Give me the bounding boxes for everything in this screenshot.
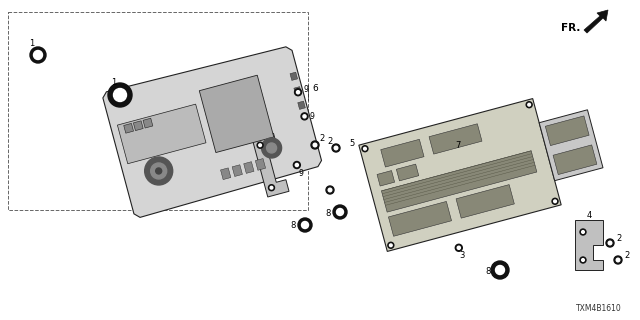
Polygon shape — [359, 99, 561, 252]
Circle shape — [33, 51, 42, 60]
Text: 8: 8 — [486, 267, 491, 276]
Text: TXM4B1610: TXM4B1610 — [576, 304, 622, 313]
Circle shape — [262, 138, 282, 158]
Circle shape — [311, 141, 319, 149]
Polygon shape — [252, 133, 289, 197]
Circle shape — [267, 143, 276, 153]
Circle shape — [113, 89, 127, 101]
Circle shape — [495, 266, 504, 275]
Text: 6: 6 — [312, 84, 317, 92]
Text: 4: 4 — [586, 211, 591, 220]
Text: 9: 9 — [299, 169, 304, 178]
Text: 5: 5 — [349, 139, 355, 148]
Circle shape — [303, 115, 306, 118]
Circle shape — [616, 258, 620, 262]
Polygon shape — [575, 220, 603, 270]
Text: 2: 2 — [616, 234, 621, 243]
Polygon shape — [381, 151, 537, 212]
Polygon shape — [388, 201, 452, 236]
Circle shape — [328, 188, 332, 192]
Polygon shape — [290, 72, 298, 80]
Circle shape — [364, 147, 366, 150]
Polygon shape — [539, 110, 603, 181]
Circle shape — [362, 146, 368, 152]
Circle shape — [333, 205, 347, 219]
Circle shape — [580, 229, 586, 235]
Circle shape — [298, 218, 312, 232]
Circle shape — [388, 242, 394, 248]
Polygon shape — [255, 158, 266, 170]
Circle shape — [332, 144, 340, 152]
Circle shape — [293, 162, 300, 169]
Circle shape — [326, 186, 334, 194]
Circle shape — [526, 102, 532, 108]
Text: FR.: FR. — [561, 23, 580, 33]
Polygon shape — [545, 116, 589, 146]
Circle shape — [457, 246, 460, 249]
Circle shape — [301, 113, 308, 120]
Circle shape — [257, 142, 263, 148]
Polygon shape — [584, 10, 608, 33]
Circle shape — [390, 244, 392, 247]
Circle shape — [580, 257, 586, 263]
Circle shape — [614, 256, 622, 264]
Polygon shape — [377, 171, 395, 186]
Polygon shape — [117, 104, 206, 164]
Circle shape — [295, 164, 298, 167]
Polygon shape — [232, 165, 243, 177]
Circle shape — [296, 91, 300, 94]
Text: 8: 8 — [291, 220, 296, 229]
Polygon shape — [221, 168, 231, 180]
Polygon shape — [143, 118, 153, 128]
Circle shape — [301, 221, 308, 228]
Text: 9: 9 — [303, 85, 308, 94]
Circle shape — [554, 200, 556, 203]
Circle shape — [145, 157, 173, 185]
Text: 9: 9 — [310, 112, 314, 121]
Text: 3: 3 — [459, 251, 465, 260]
Bar — [8, 12, 308, 210]
Polygon shape — [396, 164, 419, 181]
Circle shape — [270, 186, 273, 189]
Polygon shape — [103, 47, 321, 217]
Text: 2: 2 — [328, 137, 333, 146]
Polygon shape — [124, 124, 134, 133]
Circle shape — [108, 83, 132, 107]
Polygon shape — [298, 101, 305, 109]
Circle shape — [528, 103, 531, 106]
Text: 8: 8 — [326, 209, 331, 218]
Polygon shape — [429, 124, 482, 154]
Text: 2: 2 — [319, 133, 324, 142]
Circle shape — [337, 209, 344, 215]
Polygon shape — [294, 87, 301, 95]
Circle shape — [606, 239, 614, 247]
Text: 1: 1 — [111, 77, 116, 86]
Circle shape — [294, 89, 301, 96]
Circle shape — [491, 261, 509, 279]
Circle shape — [582, 231, 584, 233]
Circle shape — [455, 244, 462, 251]
Text: 1: 1 — [29, 38, 35, 47]
Circle shape — [30, 47, 46, 63]
Polygon shape — [553, 145, 597, 175]
Circle shape — [552, 198, 558, 204]
Circle shape — [582, 259, 584, 261]
Polygon shape — [456, 185, 515, 218]
Circle shape — [334, 146, 338, 150]
Polygon shape — [381, 139, 424, 167]
Polygon shape — [199, 75, 274, 153]
Polygon shape — [133, 121, 143, 131]
Circle shape — [156, 168, 162, 174]
Circle shape — [259, 144, 262, 147]
Circle shape — [269, 185, 275, 191]
Polygon shape — [244, 162, 254, 173]
Text: 7: 7 — [455, 140, 461, 149]
Circle shape — [313, 143, 317, 147]
Circle shape — [150, 163, 166, 179]
Circle shape — [608, 241, 612, 245]
Text: 2: 2 — [624, 252, 629, 260]
